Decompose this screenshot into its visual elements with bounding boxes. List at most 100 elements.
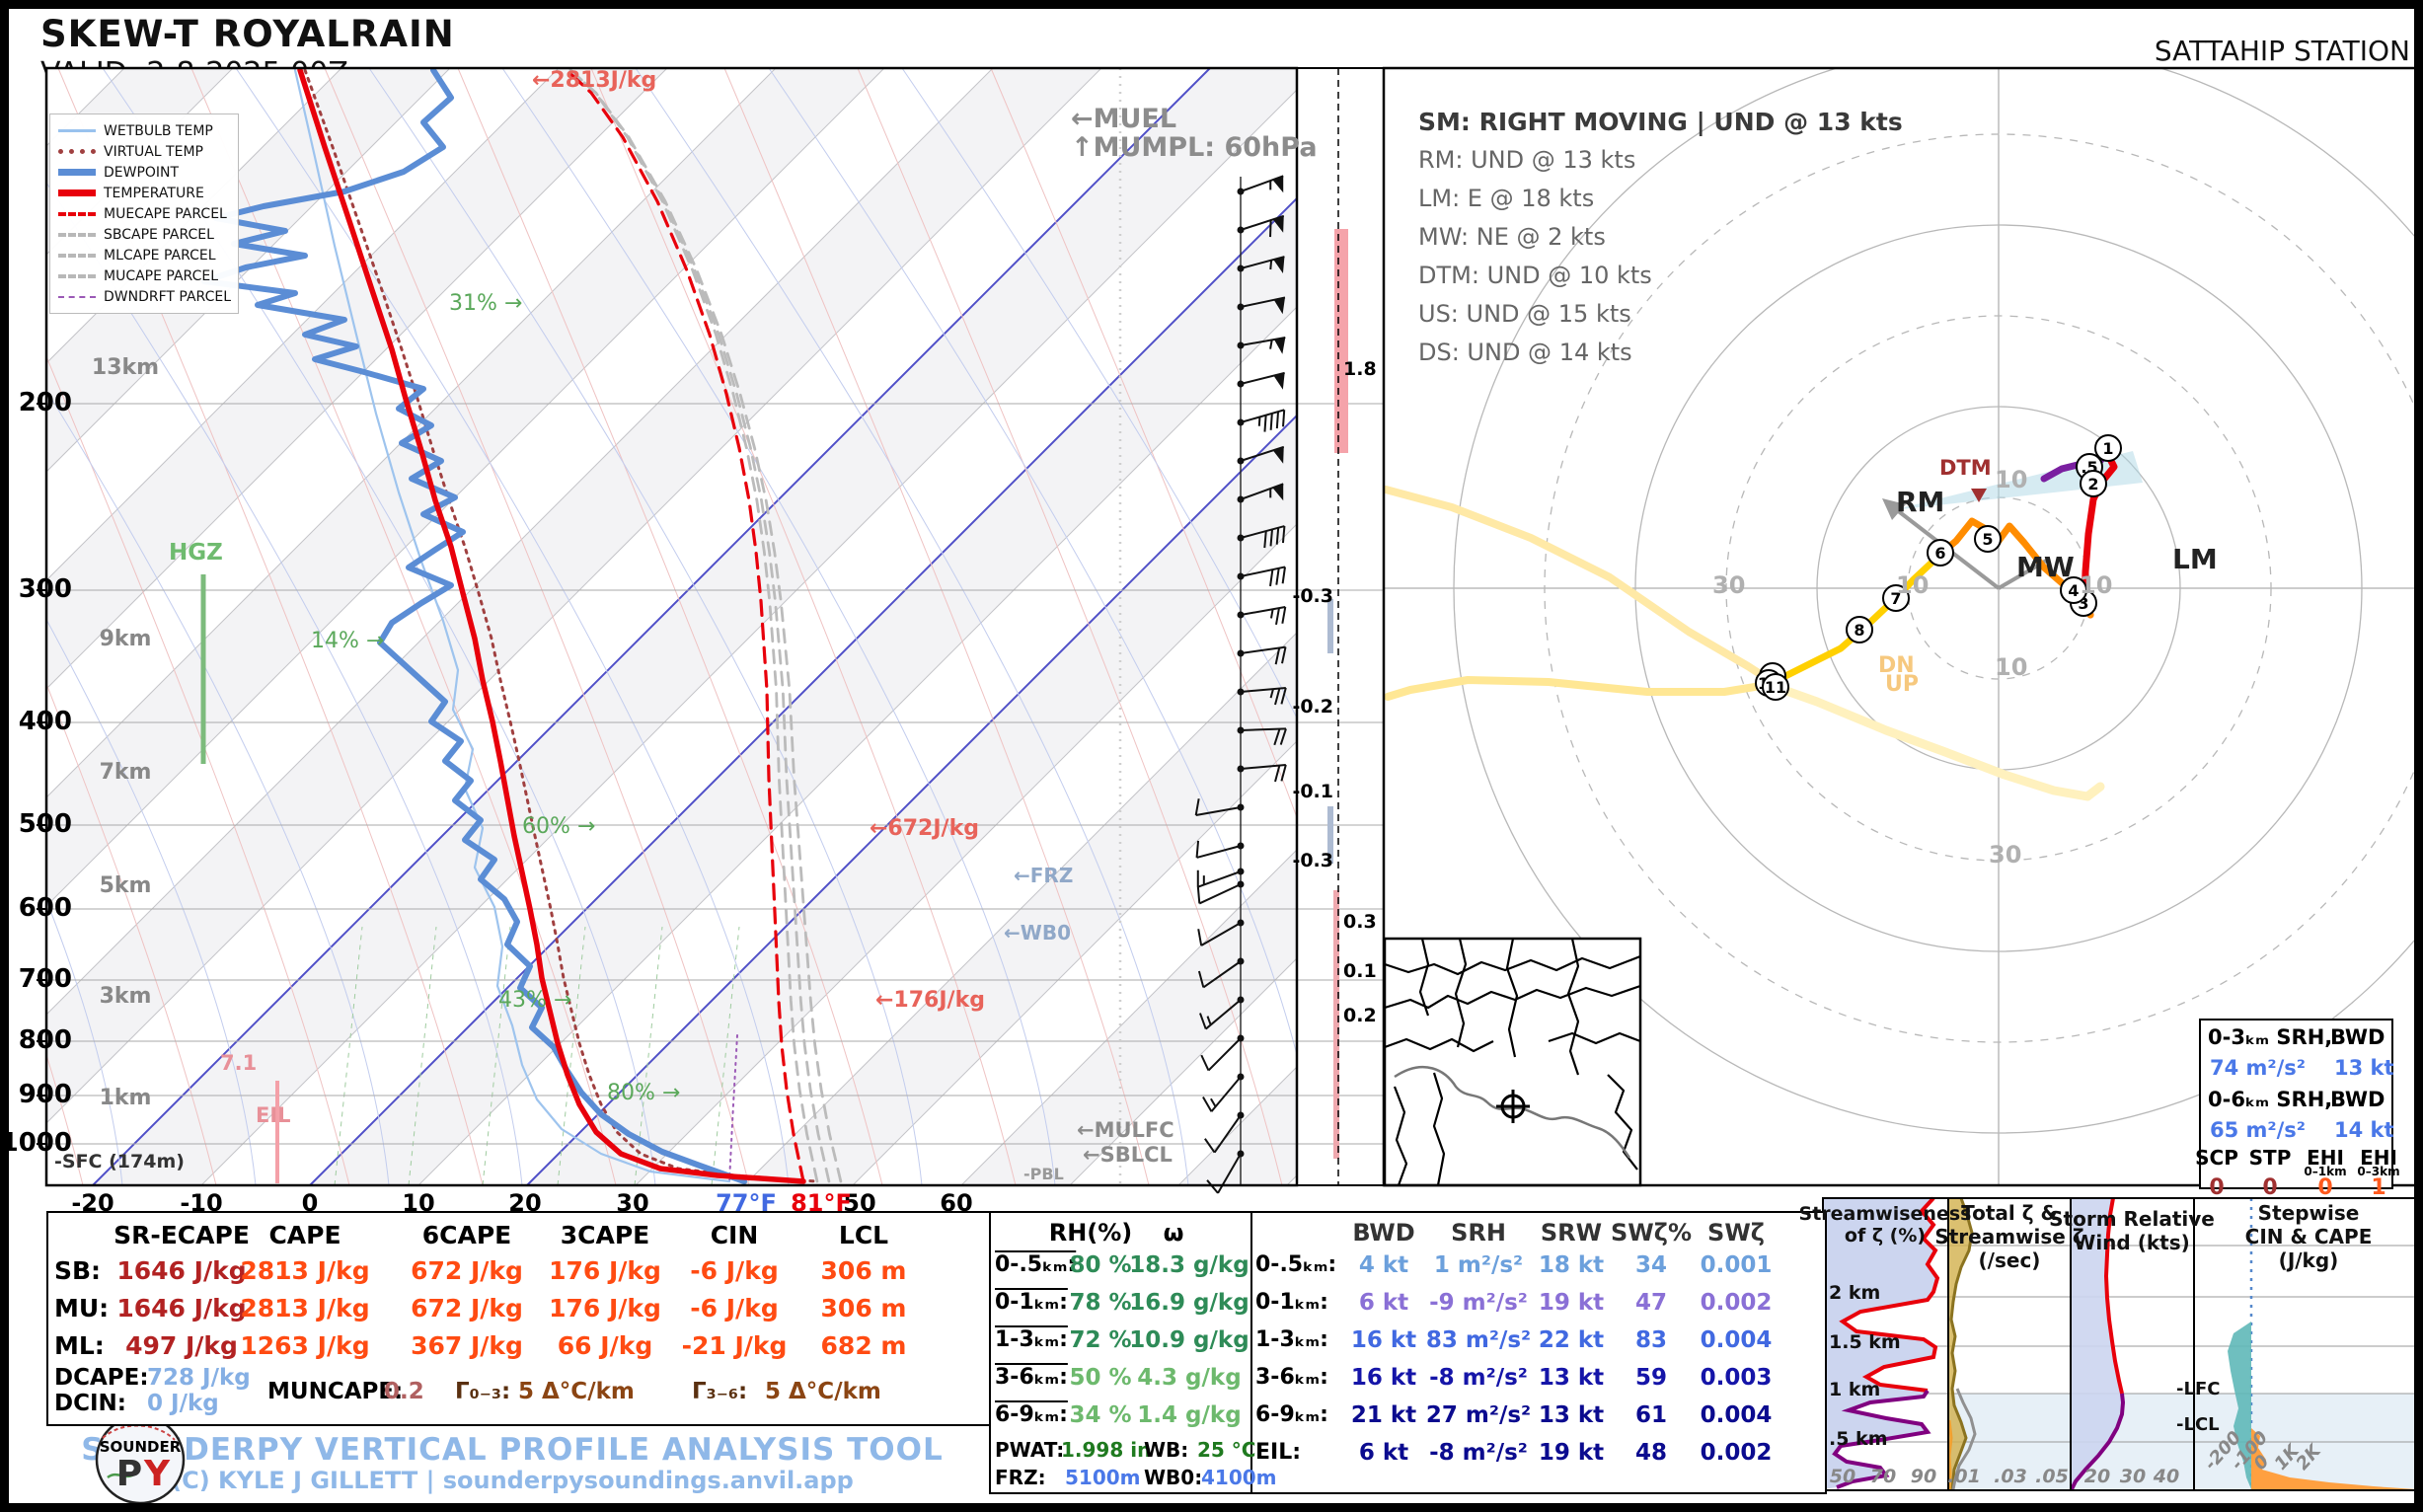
dwndrft-parcel-trace	[728, 1034, 738, 1182]
rh-value: 50 %	[1069, 1365, 1132, 1391]
panel2-title: (/sec)	[1978, 1248, 2041, 1272]
panel1-title: of ζ (%)	[1844, 1225, 1927, 1247]
panel2-title: Streamwise ζ	[1934, 1225, 2084, 1248]
skewt-annotation: EIL	[256, 1103, 291, 1127]
thermo-row-label: ML:	[54, 1331, 105, 1360]
omega-label: 0.1	[1343, 960, 1377, 982]
lapse-3-6-label: Γ₃₋₆:	[692, 1379, 748, 1404]
shear-header: BWD	[1352, 1219, 1415, 1247]
srh-value: 74 m²/s²	[2210, 1056, 2306, 1080]
pwat-label: PWAT:	[995, 1438, 1065, 1462]
legend-item: WETBULB TEMP	[54, 120, 234, 141]
legend-label: TEMPERATURE	[104, 185, 204, 201]
svg-text:3: 3	[2078, 594, 2088, 613]
hodo-vector-label: DN	[1878, 653, 1915, 678]
ring-label: 30	[1989, 841, 2022, 869]
skewt-annotation: ←672J/kg	[870, 816, 979, 841]
pressure-tick: 300	[18, 574, 72, 604]
panel1-title: Streamwiseness	[1798, 1203, 1972, 1225]
skewt-annotation: ←SBLCL	[1083, 1143, 1173, 1167]
thermo-value: 682 m	[820, 1331, 907, 1360]
shear-row-label: 0-.5ₖₘ:	[1255, 1252, 1337, 1277]
shear-value: -8 m²/s²	[1429, 1365, 1528, 1391]
panel-tick: 40	[2153, 1466, 2180, 1487]
legend-item: DWNDRFT PARCEL	[54, 286, 234, 307]
shear-value: 0.002	[1700, 1290, 1773, 1316]
index-header: EHI	[2307, 1146, 2344, 1170]
shear-value: 16 kt	[1350, 1327, 1417, 1353]
srh-value: 13 kt	[2334, 1056, 2394, 1080]
omega-label: -0.3	[1292, 585, 1333, 607]
thermo-value: 672 J/kg	[411, 1294, 523, 1323]
legend-item: MUECAPE PARCEL	[54, 203, 234, 224]
hodo-info-line: DTM: UND @ 10 kts	[1418, 262, 1652, 289]
legend-label: SBCAPE PARCEL	[104, 226, 214, 243]
thermo-header: SR-ECAPE	[114, 1221, 250, 1249]
muncape-label: MUNCAPE:	[267, 1379, 404, 1404]
thermo-header: LCL	[838, 1221, 889, 1249]
legend-item: DEWPOINT	[54, 162, 234, 183]
frz-label: FRZ:	[995, 1466, 1046, 1489]
shear-row-label: 6-9ₖₘ:	[1255, 1402, 1328, 1427]
srh-row-label: BWD	[2330, 1088, 2385, 1111]
hodo-trace-seg-6	[1384, 486, 1777, 686]
skewt-annotation: -SFC (174m)	[54, 1151, 185, 1172]
shear-value: 19 kt	[1538, 1290, 1605, 1316]
legend-line-icon	[58, 253, 96, 258]
wetbulb-trace	[293, 68, 731, 1183]
thermo-value: -6 J/kg	[690, 1294, 779, 1323]
panel-height-label: 1 km	[1829, 1379, 1881, 1400]
pressure-tick: 400	[18, 707, 72, 736]
svg-text:P: P	[116, 1454, 142, 1494]
skewt-annotation: ←WB0	[1004, 921, 1071, 945]
ring-label: 10	[2080, 571, 2113, 599]
sounderpy-logo-icon: SOUNDERP Y	[95, 1414, 186, 1503]
legend-label: DWNDRFT PARCEL	[104, 288, 231, 305]
shear-value: 0.004	[1700, 1402, 1773, 1428]
lapse-0-3-label: Γ₀₋₃:	[455, 1379, 511, 1404]
index-subheader: 0–1km	[2304, 1165, 2347, 1178]
panel4-title: (J/kg)	[2278, 1248, 2339, 1272]
hodo-info-line: DS: UND @ 14 kts	[1418, 339, 1632, 366]
panel-tick: .05	[2035, 1466, 2069, 1487]
srh-row-label: BWD	[2330, 1025, 2385, 1049]
omega-label: 0.3	[1343, 911, 1377, 933]
svg-text:7: 7	[1890, 589, 1901, 608]
pressure-tick: 200	[18, 388, 72, 417]
profile-panels	[1822, 1196, 2414, 1491]
rh-value: 72 %	[1069, 1327, 1132, 1353]
skewt-annotation: 14% →	[311, 629, 385, 653]
svg-text:6: 6	[1934, 544, 1945, 563]
thermo-value: 2813 J/kg	[240, 1294, 370, 1323]
srh-row-label: 0-6ₖₘ SRH,	[2208, 1088, 2333, 1111]
legend-line-icon	[58, 169, 96, 176]
legend-line-icon	[58, 273, 96, 278]
lapse-0-3-value: 5 Δ°C/km	[518, 1379, 635, 1404]
skewt-annotation: ←MULFC	[1077, 1118, 1174, 1142]
shear-value: 27 m²/s²	[1425, 1402, 1532, 1428]
shear-value: 4 kt	[1358, 1252, 1409, 1278]
page-title: SKEW-T ROYALRAIN	[40, 13, 455, 55]
shear-value: 19 kt	[1538, 1440, 1605, 1466]
hodo-trace-seg-4	[1384, 676, 1777, 701]
dcin-value: 0 J/kg	[147, 1391, 219, 1416]
mixing-ratio-value: 16.9 g/kg	[1129, 1290, 1249, 1316]
dcape-label: DCAPE:	[54, 1365, 149, 1391]
shear-value: -9 m²/s²	[1429, 1290, 1528, 1316]
layer-label: 0-.5ₖₘ:	[995, 1252, 1077, 1277]
dewpoint-trace	[201, 68, 747, 1184]
shear-value: 61	[1634, 1402, 1668, 1428]
thermo-value: 497 J/kg	[125, 1331, 238, 1360]
panel-tick: 50	[1829, 1466, 1856, 1487]
legend-label: MLCAPE PARCEL	[104, 247, 216, 264]
skewt-annotation: 60% →	[522, 814, 596, 839]
pressure-tick: 600	[18, 893, 72, 923]
thermo-value: 1646 J/kg	[116, 1256, 247, 1285]
wb0-label: WB0:	[1144, 1466, 1203, 1489]
skewt-annotation: ←2813J/kg	[532, 68, 657, 93]
rh-value: 78 %	[1069, 1290, 1132, 1316]
height-label: 7km	[99, 760, 152, 785]
skewt-annotation: 43% →	[498, 988, 572, 1013]
legend-line-icon	[58, 295, 96, 298]
pressure-tick: 900	[18, 1080, 72, 1109]
